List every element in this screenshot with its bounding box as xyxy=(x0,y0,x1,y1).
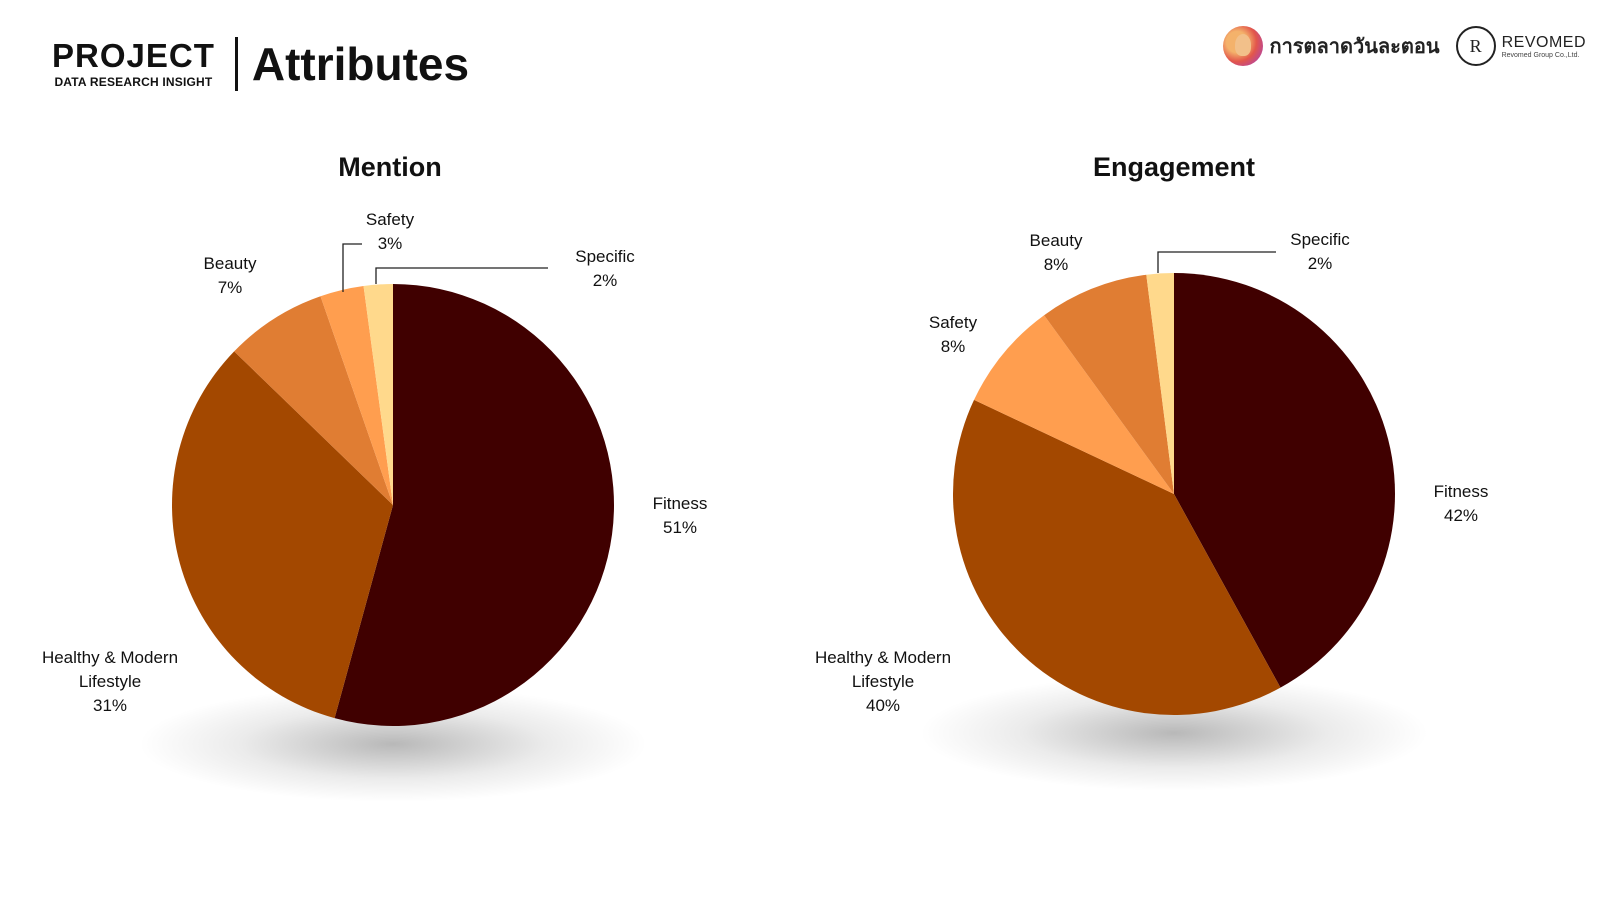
slice-label: Safety 3% xyxy=(290,208,490,256)
page-title: Attributes xyxy=(251,38,470,90)
slice-label-text: Safety xyxy=(928,313,978,332)
revomed-name: REVOMED xyxy=(1501,33,1586,51)
engagement-pie-chart: Engagement Fitness 42% Healthy & Modern Lif… xyxy=(780,0,1580,900)
slice-percent: 7% xyxy=(217,278,243,297)
brand-avatar-icon xyxy=(1223,26,1264,66)
pie-shadow xyxy=(138,686,648,802)
thai-brand-logo: การตลาดวันละตอน xyxy=(1223,26,1440,66)
revomed-tagline: Revomed Group Co.,Ltd. xyxy=(1501,51,1580,59)
pie-slice-specific xyxy=(1146,273,1174,494)
leader-line xyxy=(375,267,548,284)
slice-percent: 2% xyxy=(1307,254,1333,273)
slice-label: Safety 8% xyxy=(853,311,1053,359)
slice-label: Specific 2% xyxy=(505,245,705,293)
slice-label: Fitness 42% xyxy=(1361,480,1561,528)
slice-label: Specific 2% xyxy=(1220,228,1420,276)
slice-label-text: Lifestyle xyxy=(78,672,142,691)
slice-percent: 42% xyxy=(1443,506,1479,525)
slice-percent: 31% xyxy=(92,696,128,715)
slice-label-text: Fitness xyxy=(652,494,708,513)
chart-title: Mention xyxy=(338,152,442,182)
slice-label-text: Beauty xyxy=(1029,231,1083,250)
leader-line xyxy=(1157,251,1276,273)
slice-label-text: Lifestyle xyxy=(851,672,915,691)
slice-label: Healthy & Modern Lifestyle 31% xyxy=(10,646,210,718)
slice-label-text: Healthy & Modern xyxy=(814,648,952,667)
slice-label-text: Safety xyxy=(365,210,415,229)
mention-pie-chart: Mention Fitness 51% Healthy & Modern Lifest… xyxy=(10,152,780,802)
pie-slice-safety xyxy=(320,285,393,505)
pie-slice-beauty xyxy=(1044,274,1174,494)
thai-brand-name: การตลาดวันละตอน xyxy=(1269,36,1440,58)
slice-percent: 2% xyxy=(592,271,618,290)
project-subtitle: DATA RESEARCH INSIGHT xyxy=(54,75,213,89)
pie-slice-healthy-modern-lifestyle xyxy=(171,351,393,719)
slice-percent: 3% xyxy=(377,234,403,253)
slice-label: Beauty 7% xyxy=(130,252,330,300)
chart-title: Engagement xyxy=(1092,152,1256,182)
slice-percent: 40% xyxy=(865,696,901,715)
slice-label-text: Healthy & Modern xyxy=(41,648,179,667)
slice-label-text: Specific xyxy=(575,247,635,266)
slice-percent: 8% xyxy=(1043,255,1069,274)
project-logo: PROJECT DATA RESEARCH INSIGHT xyxy=(52,37,215,90)
slice-label-text: Specific xyxy=(1290,230,1350,249)
slice-label: Healthy & Modern Lifestyle 40% xyxy=(783,646,983,718)
pie-slice-fitness xyxy=(334,284,614,726)
partner-logos: การตลาดวันละตอน R REVOMED Revomed Group … xyxy=(1223,24,1586,68)
slice-percent: 8% xyxy=(940,337,966,356)
pie-slice-healthy-modern-lifestyle xyxy=(952,399,1281,716)
project-label: PROJECT xyxy=(52,37,215,74)
slice-label-text: Fitness xyxy=(1433,482,1489,501)
revomed-logo: R REVOMED Revomed Group Co.,Ltd. xyxy=(1455,26,1586,66)
pie-svg xyxy=(919,251,1429,791)
slice-percent: 51% xyxy=(662,518,698,537)
header-divider xyxy=(234,37,238,91)
slice-label-text: Beauty xyxy=(203,254,257,273)
leader-line xyxy=(342,243,362,292)
page-header: PROJECT DATA RESEARCH INSIGHT Attributes xyxy=(52,36,469,92)
pie-slice-safety xyxy=(974,315,1174,494)
pie-svg xyxy=(138,243,648,802)
slice-label: Fitness 51% xyxy=(580,492,780,540)
pie-slice-beauty xyxy=(234,296,393,505)
pie-shadow xyxy=(919,675,1429,791)
pie-slice-specific xyxy=(363,284,393,505)
revomed-mark-icon: R xyxy=(1455,26,1496,66)
pie-slice-fitness xyxy=(1174,273,1395,688)
slice-label: Beauty 8% xyxy=(956,229,1156,277)
